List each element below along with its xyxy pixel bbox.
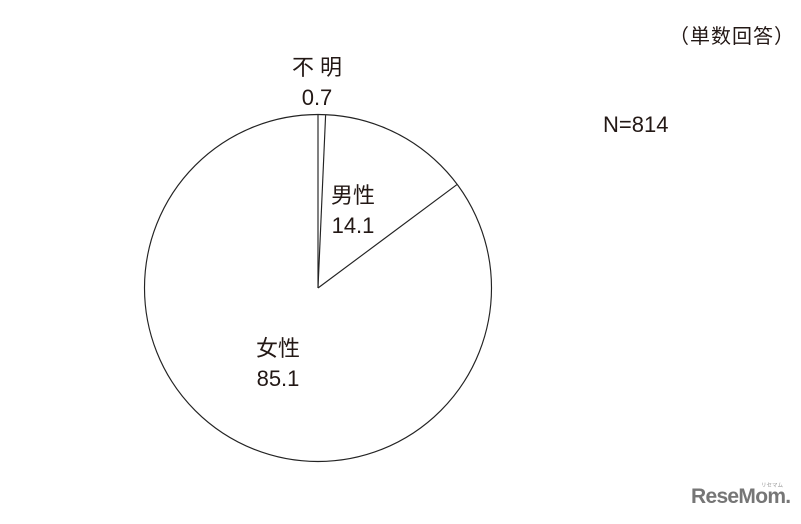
svg-text:リセマム: リセマム	[761, 482, 784, 489]
